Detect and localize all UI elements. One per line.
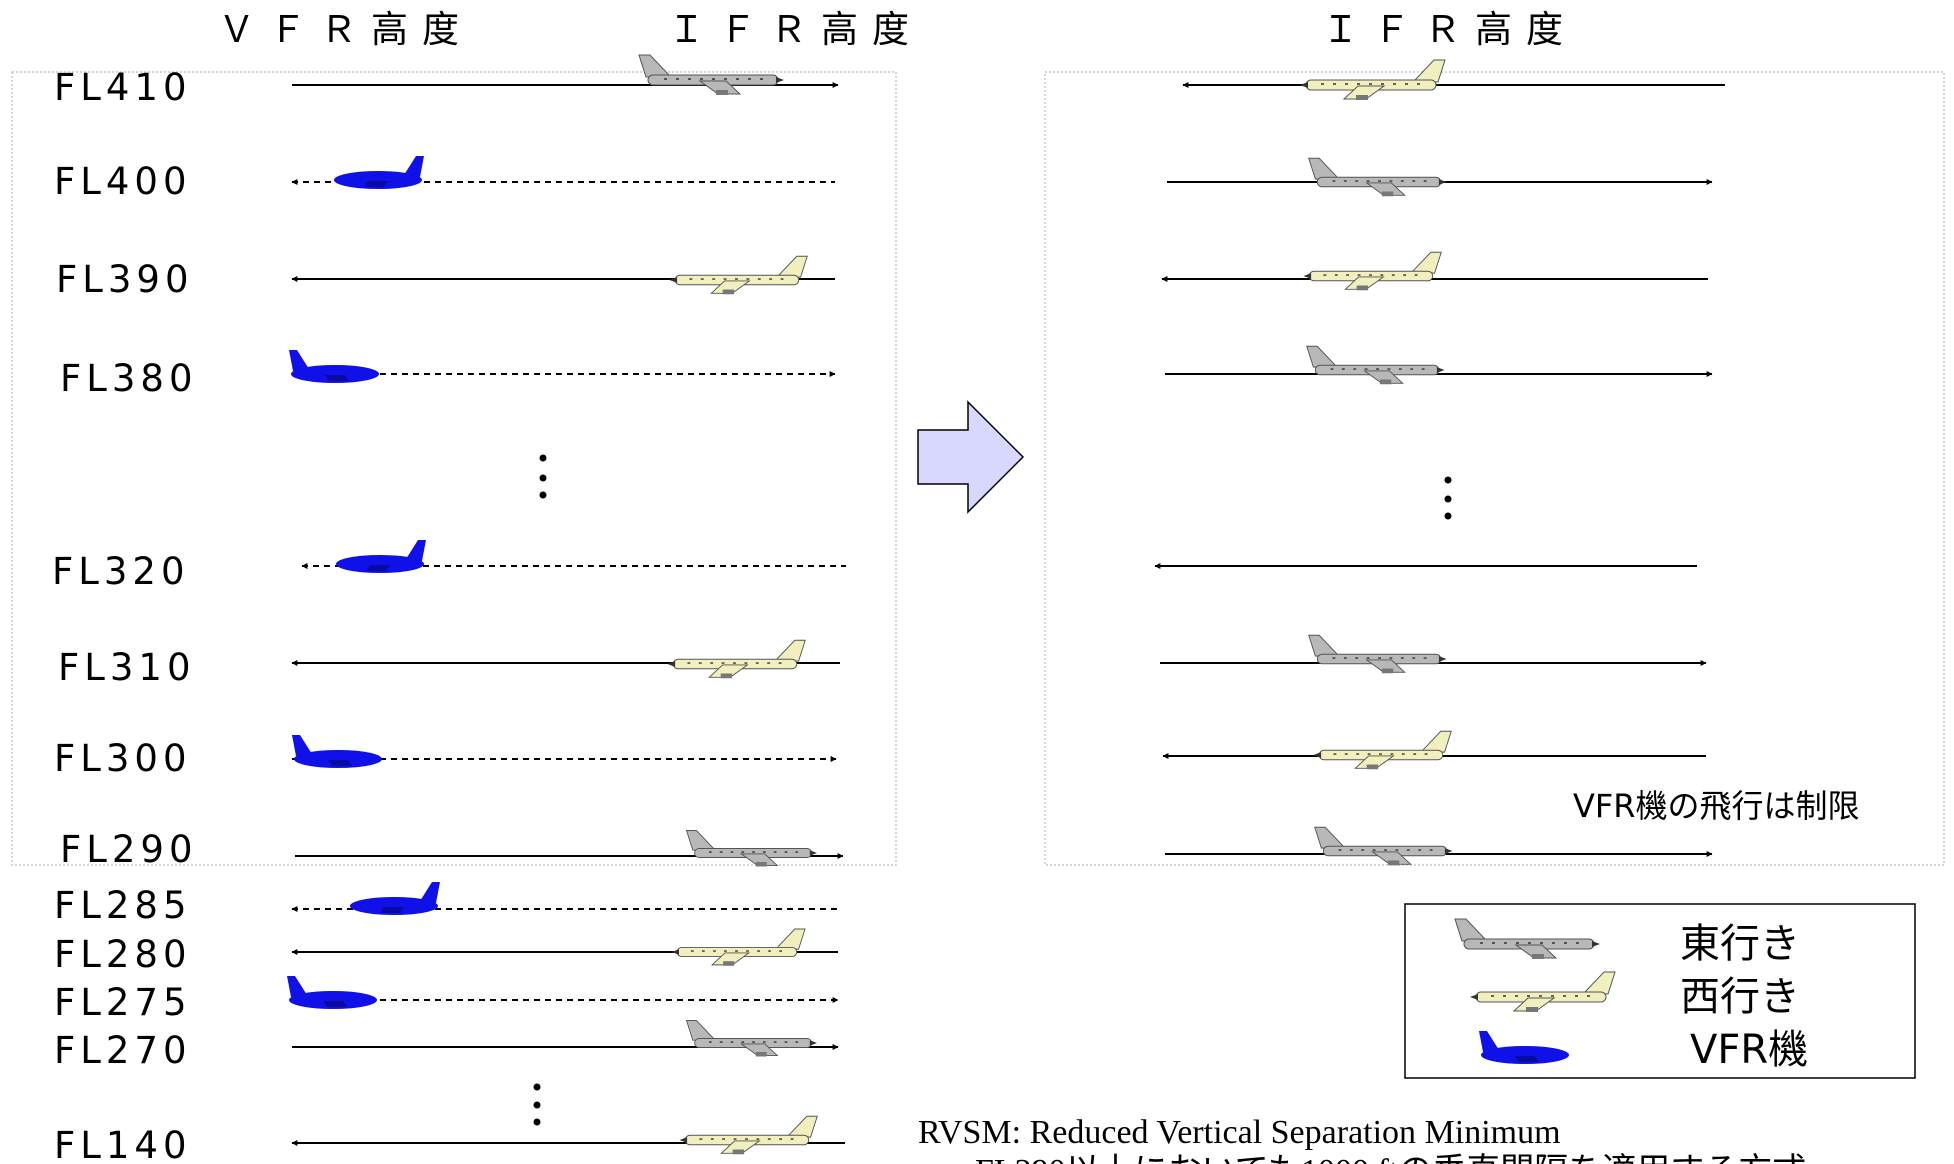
legend-west-label: 西行き [1680,974,1800,1020]
right-level-row [1161,251,1708,291]
left-level-row [287,976,839,1009]
westbound-aircraft-icon [1313,730,1452,770]
right-level-row [1165,345,1713,385]
right-level-row [1182,59,1725,100]
left-panel [11,71,897,866]
legend-box [1404,903,1916,1079]
eastbound-aircraft-icon [1308,634,1447,674]
eastbound-aircraft-icon [638,54,784,95]
level-label: FL285 [54,884,192,927]
level-label: FL270 [54,1029,192,1072]
left-ifr-header: ＩＦＲ高度 [668,8,923,51]
level-label: FL380 [60,357,198,400]
eastbound-aircraft-icon [1306,345,1445,385]
level-label: FL290 [60,828,198,871]
left-level-row [289,350,836,383]
eastbound-aircraft-icon [685,830,817,867]
westbound-aircraft-icon [671,928,806,966]
vfr-aircraft-icon [350,882,440,915]
level-label: FL320 [52,550,190,593]
left-level-row [291,639,840,679]
left-flight-rows [287,54,846,1155]
level-label: FL410 [54,66,192,109]
level-label: FL280 [54,933,192,976]
left-level-row [292,54,839,95]
left-level-row [291,156,835,189]
left-level-row [301,540,846,573]
level-label: FL310 [58,646,196,689]
left-level-labels: FL410 FL400 FL390 FL380 FL320 FL310 FL30… [52,66,198,1164]
vfr-aircraft-icon [336,540,426,573]
westbound-aircraft-icon [1303,251,1442,291]
left-level-row [291,928,838,966]
level-label: FL300 [54,737,192,780]
level-label: FL140 [54,1124,192,1164]
legend-east-icon [1454,918,1600,959]
left-level-row [295,830,844,867]
level-label: FL275 [54,981,192,1024]
legend: 東行き 西行き VFR機 [1404,903,1916,1079]
vfr-aircraft-icon [334,156,424,189]
legend-vfr-label: VFR機 [1690,1027,1808,1073]
left-ellipsis-upper [539,454,547,499]
left-level-row [292,1020,839,1057]
right-panel [1044,71,1945,866]
right-level-row [1167,157,1713,197]
legend-west-icon [1470,971,1616,1012]
right-level-row [1162,730,1706,770]
footer-description: FL290以上においても1000 ftの垂直間隔を適用する方式 [975,1152,1806,1164]
left-level-row [291,255,835,295]
vfr-restricted-note: VFR機の飛行は制限 [1573,787,1860,825]
westbound-aircraft-icon [1300,59,1446,100]
level-label: FL400 [54,160,192,203]
westbound-aircraft-icon [667,639,806,679]
footer-definition: RVSM: Reduced Vertical Separation Minimu… [918,1114,1561,1151]
right-level-row [1165,826,1713,866]
right-level-row [1160,634,1707,674]
westbound-aircraft-icon [679,1115,818,1155]
left-ellipsis-lower [533,1083,541,1126]
transition-arrow [917,400,1025,514]
level-label: FL390 [56,258,194,301]
eastbound-aircraft-icon [685,1020,817,1057]
eastbound-aircraft-icon [1314,826,1453,866]
left-level-row [291,1115,845,1155]
legend-east-label: 東行き [1680,921,1800,967]
right-ifr-header: ＩＦＲ高度 [1322,8,1577,51]
left-vfr-header: ＶＦＲ高度 [218,8,473,51]
right-ellipsis [1444,476,1452,520]
right-flight-rows [1154,59,1725,866]
vfr-aircraft-icon [287,976,377,1009]
legend-vfr-icon [1479,1031,1569,1064]
left-level-row [291,882,838,915]
vfr-aircraft-icon [289,350,379,383]
westbound-aircraft-icon [669,255,808,295]
vfr-aircraft-icon [292,735,382,768]
left-level-row [292,735,837,768]
eastbound-aircraft-icon [1308,157,1447,197]
